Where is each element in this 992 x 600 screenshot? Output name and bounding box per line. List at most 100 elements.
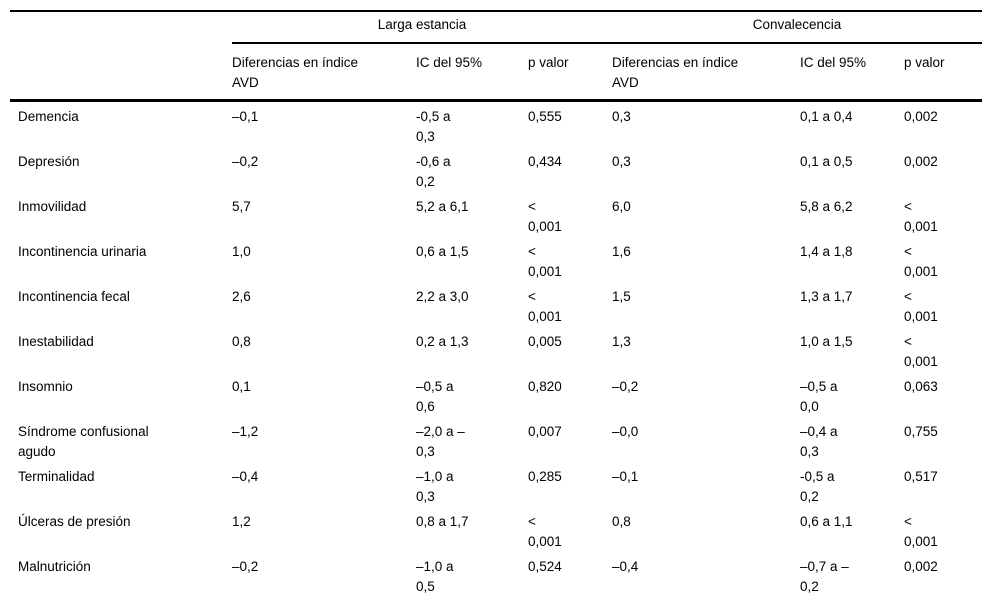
- value-cell: –0,2: [612, 379, 639, 394]
- value-cell: 0,517: [904, 469, 938, 484]
- value-cell: 0,755: [904, 424, 938, 439]
- value-cell: 2,6: [232, 289, 251, 304]
- value-cell: –0,0: [612, 424, 639, 439]
- row-label: Demencia: [18, 109, 79, 124]
- value-cell: < 0,001: [528, 199, 562, 234]
- value-cell: 5,2 a 6,1: [416, 199, 469, 214]
- col-header-pvalor-le: p valor: [528, 43, 613, 102]
- empty-corner-cell: [10, 11, 232, 43]
- table-row: Incontinencia urinaria 1,0 0,6 a 1,5 < 0,00…: [10, 237, 982, 282]
- group-header-row: Larga estancia Convalecencia: [10, 11, 983, 44]
- value-cell: –0,1: [232, 109, 259, 124]
- value-cell: 0,063: [904, 379, 938, 394]
- col-header-diferencias-c: Diferencias en índice AVD: [612, 43, 801, 102]
- value-cell: 0,8: [232, 334, 251, 349]
- value-cell: 0,005: [528, 334, 562, 349]
- results-table: Larga estancia Convalecencia Diferencias…: [10, 10, 983, 600]
- row-label: Insomnio: [18, 379, 73, 394]
- value-cell: 0,8: [612, 514, 631, 529]
- value-cell: –1,0 a 0,3: [416, 469, 454, 504]
- col-header-ic95-le: IC del 95%: [416, 43, 528, 102]
- value-cell: –1,2: [232, 424, 259, 439]
- value-cell: 1,2: [232, 514, 251, 529]
- value-cell: < 0,001: [528, 244, 562, 279]
- table-row: Inestabilidad 0,8 0,2 a 1,3 0,005 1,3 1,0 a 1…: [10, 327, 982, 372]
- value-cell: 1,3 a 1,7: [800, 289, 853, 304]
- value-cell: 0,820: [528, 379, 562, 394]
- value-cell: 0,3: [612, 154, 631, 169]
- value-cell: 0,002: [904, 109, 938, 124]
- value-cell: –0,4 a 0,3: [800, 424, 838, 459]
- value-cell: -0,6 a 0,2: [416, 154, 451, 189]
- table-row: Malnutrición –0,2 –1,0 a 0,5 0,524 –0,4 –0,7 …: [10, 552, 982, 600]
- value-cell: 1,0: [232, 244, 251, 259]
- value-cell: < 0,001: [904, 334, 938, 369]
- row-label: Malnutrición: [18, 559, 91, 574]
- table-body: Demencia –0,1 -0,5 a 0,3 0,555 0,3 0,1 a 0,4 0…: [10, 101, 982, 600]
- value-cell: 6,0: [612, 199, 631, 214]
- value-cell: 0,1 a 0,4: [800, 109, 853, 124]
- value-cell: 5,7: [232, 199, 251, 214]
- table-row: Síndrome confusional agudo –1,2 –2,0 a – 0…: [10, 417, 982, 462]
- value-cell: 5,8 a 6,2: [800, 199, 853, 214]
- value-cell: 0,285: [528, 469, 562, 484]
- value-cell: –2,0 a – 0,3: [416, 424, 465, 459]
- value-cell: 0,002: [904, 154, 938, 169]
- table-row: Insomnio 0,1 –0,5 a 0,6 0,820 –0,2 –0,5 a 0,0…: [10, 372, 982, 417]
- value-cell: –0,1: [612, 469, 639, 484]
- value-cell: 0,2 a 1,3: [416, 334, 469, 349]
- table-row: Depresión –0,2 -0,6 a 0,2 0,434 0,3 0,1 a 0,5…: [10, 147, 982, 192]
- value-cell: 1,6: [612, 244, 631, 259]
- value-cell: 1,3: [612, 334, 631, 349]
- row-label: Incontinencia urinaria: [18, 244, 147, 259]
- value-cell: 0,1: [232, 379, 251, 394]
- value-cell: < 0,001: [904, 199, 938, 234]
- value-cell: < 0,001: [904, 514, 938, 549]
- value-cell: –1,0 a 0,5: [416, 559, 454, 594]
- value-cell: < 0,001: [904, 289, 938, 324]
- table-row: Demencia –0,1 -0,5 a 0,3 0,555 0,3 0,1 a 0,4 0…: [10, 101, 982, 148]
- row-label: Incontinencia fecal: [18, 289, 130, 304]
- group-header-larga-estancia: Larga estancia: [232, 11, 613, 44]
- table-row: Úlceras de presión 1,2 0,8 a 1,7 < 0,001 0,8…: [10, 507, 982, 552]
- value-cell: 2,2 a 3,0: [416, 289, 469, 304]
- table-row: Incontinencia fecal 2,6 2,2 a 3,0 < 0,001 1,…: [10, 282, 982, 327]
- row-label: Depresión: [18, 154, 80, 169]
- value-cell: 0,6 a 1,5: [416, 244, 469, 259]
- row-label: Úlceras de presión: [18, 514, 131, 529]
- col-header-pvalor-c: p valor: [904, 43, 983, 102]
- value-cell: 0,6 a 1,1: [800, 514, 853, 529]
- value-cell: 1,4 a 1,8: [800, 244, 853, 259]
- table-row: Terminalidad –0,4 –1,0 a 0,3 0,285 –0,1 -0,5 …: [10, 462, 982, 507]
- value-cell: < 0,001: [904, 244, 938, 279]
- row-label: Terminalidad: [18, 469, 95, 484]
- value-cell: 0,1 a 0,5: [800, 154, 853, 169]
- value-cell: –0,4: [232, 469, 259, 484]
- value-cell: 0,555: [528, 109, 562, 124]
- value-cell: -0,5 a 0,3: [416, 109, 451, 144]
- value-cell: 0,524: [528, 559, 562, 574]
- group-header-convalecencia: Convalecencia: [612, 11, 983, 44]
- row-label: Síndrome confusional agudo: [18, 424, 149, 459]
- value-cell: –0,5 a 0,0: [800, 379, 838, 414]
- col-header-diferencias-le: Diferencias en índice AVD: [232, 43, 416, 102]
- value-cell: < 0,001: [528, 289, 562, 324]
- value-cell: –0,7 a – 0,2: [800, 559, 849, 594]
- value-cell: < 0,001: [528, 514, 562, 549]
- row-label: Inmovilidad: [18, 199, 87, 214]
- value-cell: 0,434: [528, 154, 562, 169]
- value-cell: –0,5 a 0,6: [416, 379, 454, 414]
- value-cell: 0,8 a 1,7: [416, 514, 469, 529]
- value-cell: -0,5 a 0,2: [800, 469, 835, 504]
- value-cell: –0,2: [232, 559, 259, 574]
- empty-label-header: [10, 43, 232, 102]
- row-label: Inestabilidad: [18, 334, 94, 349]
- col-header-ic95-c: IC del 95%: [800, 43, 905, 102]
- value-cell: 0,007: [528, 424, 562, 439]
- value-cell: 0,3: [612, 109, 631, 124]
- table-row: Inmovilidad 5,7 5,2 a 6,1 < 0,001 6,0 5,8 a 6…: [10, 192, 982, 237]
- value-cell: 1,5: [612, 289, 631, 304]
- value-cell: –0,2: [232, 154, 259, 169]
- value-cell: –0,4: [612, 559, 639, 574]
